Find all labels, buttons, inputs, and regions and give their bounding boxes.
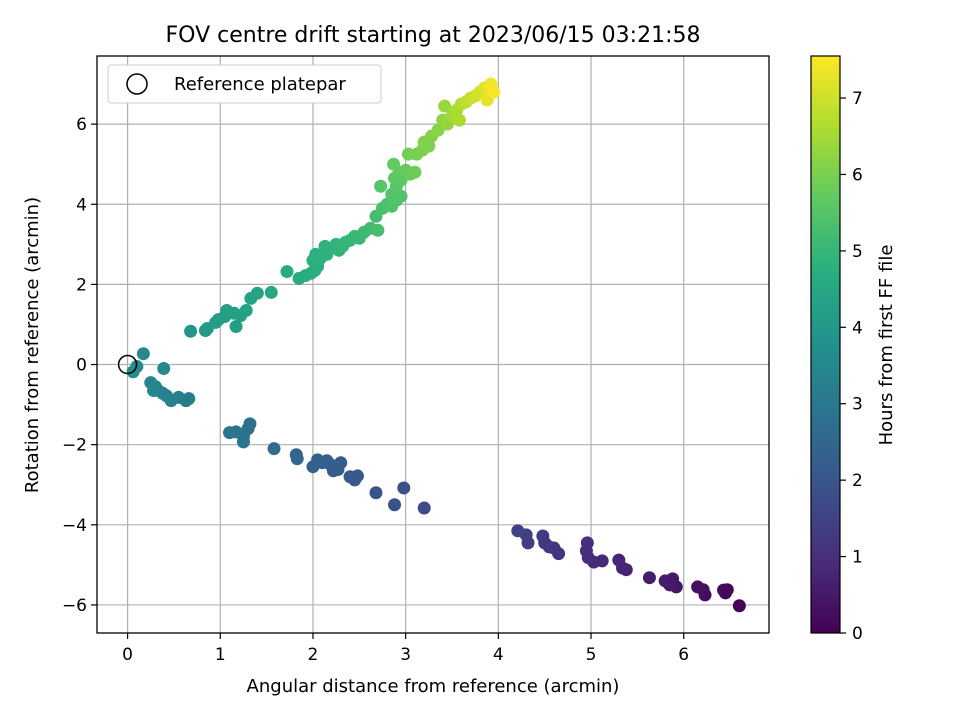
- x-tick-label: 3: [400, 645, 411, 665]
- scatter-point: [239, 303, 253, 317]
- scatter-point: [658, 574, 672, 588]
- x-axis-ticks: 0 1 2 3 4 5 6: [122, 633, 689, 665]
- scatter-point: [374, 179, 388, 193]
- scatter-point: [431, 123, 445, 137]
- grid-lines: [97, 56, 769, 633]
- scatter-point: [223, 426, 237, 440]
- scatter-point: [280, 265, 294, 279]
- scatter-point: [717, 583, 731, 597]
- colorbar-tick-label: 0: [852, 624, 863, 644]
- scatter-point: [157, 362, 171, 376]
- scatter-point: [387, 157, 401, 171]
- y-tick-label: 6: [76, 115, 87, 135]
- scatter-point: [250, 286, 264, 300]
- scatter-point: [691, 580, 705, 594]
- colorbar-tick-label: 6: [852, 165, 863, 185]
- scatter-point: [326, 464, 340, 478]
- x-tick-label: 2: [308, 645, 319, 665]
- scatter-point: [306, 460, 320, 474]
- colorbar-tick-label: 1: [852, 548, 863, 568]
- colorbar-gradient: [810, 55, 841, 634]
- colorbar-tick-label: 7: [852, 89, 863, 109]
- legend: Reference platepar: [107, 64, 382, 104]
- scatter-point: [236, 435, 250, 449]
- y-tick-label: −6: [62, 596, 87, 616]
- scatter-point: [732, 599, 746, 613]
- y-tick-label: −2: [62, 436, 87, 456]
- y-tick-label: 4: [76, 195, 87, 215]
- scatter-point: [612, 553, 626, 567]
- scatter-point: [642, 571, 656, 585]
- chart-title: FOV centre drift starting at 2023/06/15 …: [166, 23, 701, 48]
- reference-platepar-marker: [117, 354, 138, 375]
- x-tick-label: 1: [215, 645, 226, 665]
- x-tick-label: 4: [493, 645, 504, 665]
- scatter-point: [369, 486, 383, 500]
- x-tick-label: 0: [122, 645, 133, 665]
- scatter-point: [438, 99, 452, 113]
- scatter-point: [388, 498, 402, 512]
- scatter-point: [580, 536, 594, 550]
- y-axis-ticks: −6 −4 −2 0 2 4 6: [62, 115, 97, 616]
- scatter-point: [136, 347, 150, 361]
- scatter-point: [408, 165, 422, 179]
- x-tick-label: 5: [586, 645, 597, 665]
- scatter-point: [371, 223, 385, 237]
- colorbar-label: Hours from first FF file: [876, 245, 897, 446]
- scatter-points: [126, 77, 746, 613]
- scatter-point: [338, 235, 352, 249]
- plot-frame: [96, 55, 770, 634]
- scatter-point: [487, 85, 501, 99]
- scatter-point: [290, 452, 304, 466]
- scatter-point: [264, 285, 278, 299]
- scatter-point: [397, 481, 411, 495]
- colorbar-ticks: 0 1 2 3 4 5 6 7: [840, 89, 863, 644]
- x-axis-label: Angular distance from reference (arcmin): [247, 676, 620, 697]
- colorbar: 0 1 2 3 4 5 6 7 Hours from first FF file: [810, 55, 897, 644]
- y-axis-label: Rotation from reference (arcmin): [22, 197, 43, 493]
- legend-box: [107, 64, 382, 104]
- colorbar-tick-label: 5: [852, 242, 863, 262]
- colorbar-tick-label: 4: [852, 318, 863, 338]
- scatter-point: [147, 384, 161, 398]
- scatter-point: [343, 470, 357, 484]
- scatter-point: [452, 113, 466, 127]
- y-tick-label: 0: [76, 356, 87, 376]
- scatter-point: [229, 319, 243, 333]
- colorbar-tick-label: 2: [852, 471, 863, 491]
- x-tick-label: 6: [678, 645, 689, 665]
- scatter-point: [511, 524, 525, 538]
- y-tick-label: −4: [62, 516, 87, 536]
- scatter-point: [536, 529, 550, 543]
- legend-marker: [126, 73, 148, 95]
- scatter-point: [267, 442, 281, 456]
- y-tick-label: 2: [76, 275, 87, 295]
- scatter-point: [184, 324, 198, 338]
- legend-label: Reference platepar: [174, 74, 346, 95]
- scatter-point: [417, 501, 431, 515]
- colorbar-tick-label: 3: [852, 395, 863, 415]
